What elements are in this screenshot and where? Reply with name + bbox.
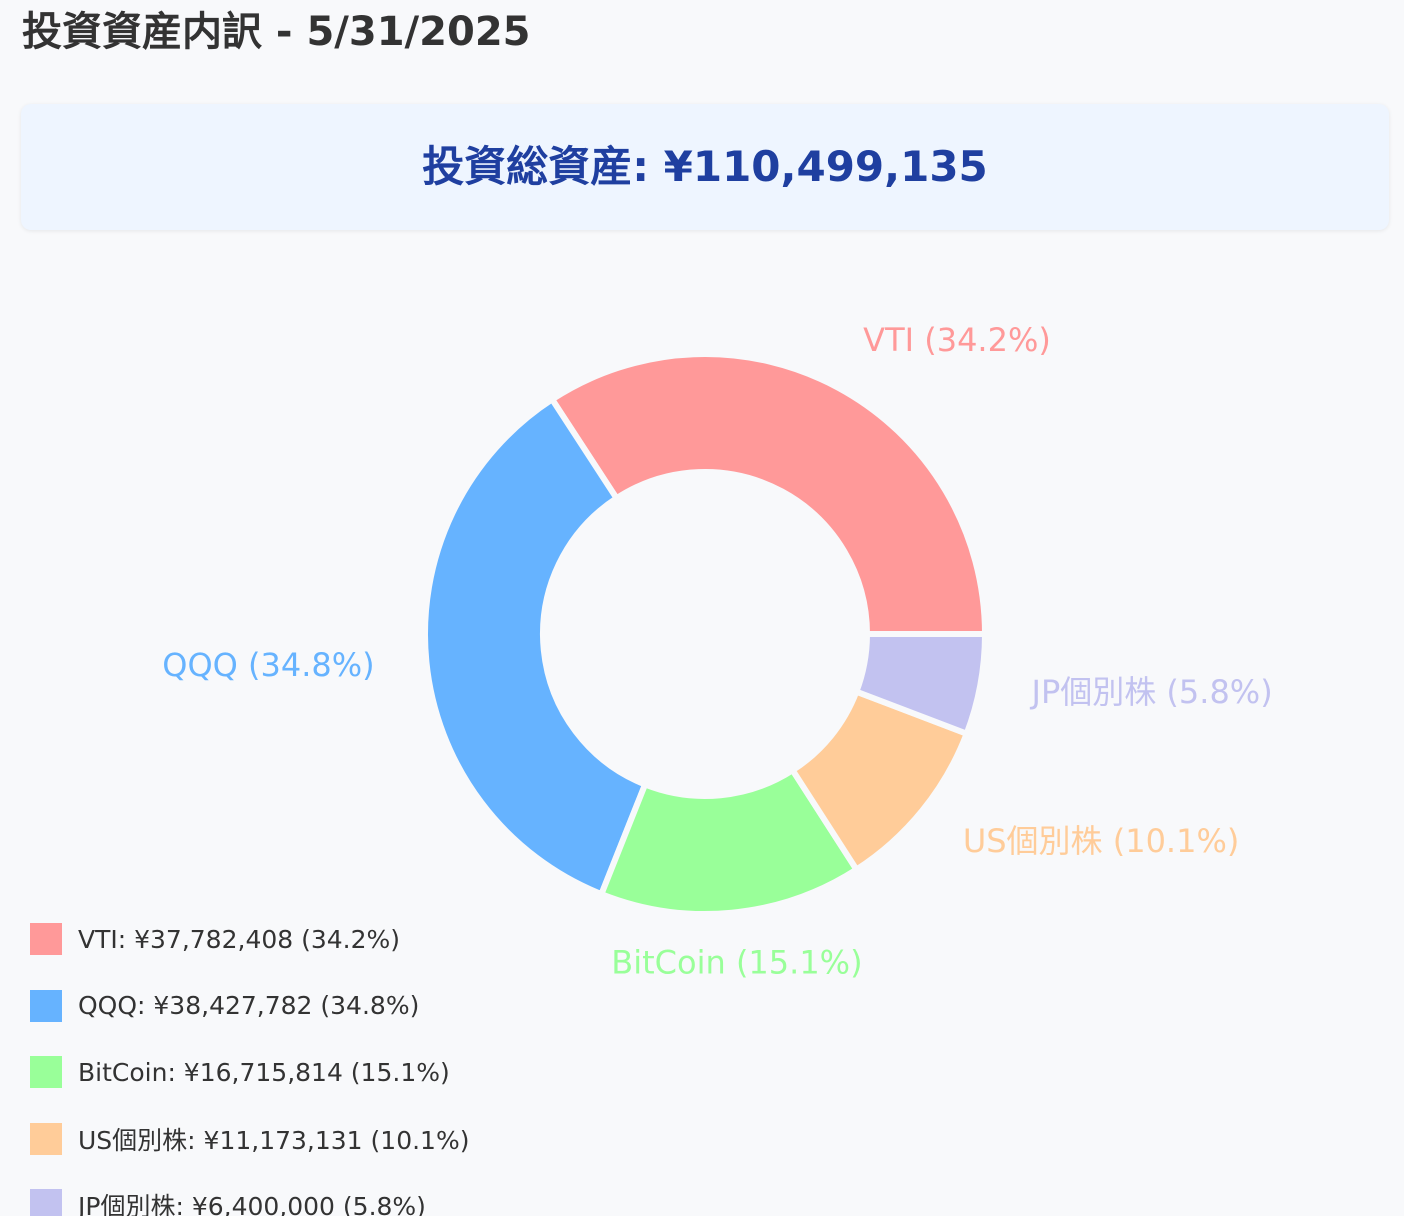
- legend-item-bitcoin: BitCoin: ¥16,715,814 (15.1%): [30, 1053, 469, 1091]
- slice-label-jp-stocks: JP個別株 (5.8%): [1030, 673, 1273, 711]
- donut-slice-qqq[interactable]: [422, 395, 649, 899]
- donut-slice-bitcoin[interactable]: [597, 766, 861, 917]
- legend-swatch-jp-stocks: [30, 1189, 62, 1216]
- slice-label-bitcoin: BitCoin (15.1%): [611, 943, 862, 981]
- legend-swatch-qqq: [30, 989, 62, 1022]
- slice-label-us-stocks: US個別株 (10.1%): [963, 822, 1240, 860]
- chart-legend: VTI: ¥37,782,408 (34.2%) QQQ: ¥38,427,782…: [30, 920, 469, 1216]
- legend-item-us-stocks: US個別株: ¥11,173,131 (10.1%): [30, 1120, 469, 1158]
- legend-label-qqq: QQQ: ¥38,427,782 (34.8%): [78, 991, 420, 1020]
- slice-label-vti: VTI (34.2%): [863, 321, 1051, 359]
- legend-swatch-vti: [30, 923, 62, 955]
- donut-slice-vti[interactable]: [547, 351, 989, 637]
- slice-label-qqq: QQQ (34.8%): [162, 646, 374, 684]
- legend-item-qqq: QQQ: ¥38,427,782 (34.8%): [30, 987, 469, 1025]
- total-assets-text: 投資総資産: ¥110,499,135: [422, 142, 988, 191]
- legend-label-jp-stocks: JP個別株: ¥6,400,000 (5.8%): [78, 1192, 426, 1216]
- page-title: 投資資産内訳 - 5/31/2025: [22, 9, 531, 55]
- legend-item-vti: VTI: ¥37,782,408 (34.2%): [30, 920, 469, 958]
- donut-slice-jp-stocks[interactable]: [852, 631, 989, 738]
- legend-label-us-stocks: US個別株: ¥11,173,131 (10.1%): [78, 1125, 470, 1155]
- legend-swatch-bitcoin: [30, 1056, 62, 1088]
- total-assets-card: 投資総資産: ¥110,499,135: [21, 104, 1389, 230]
- legend-label-bitcoin: BitCoin: ¥16,715,814 (15.1%): [78, 1057, 450, 1087]
- legend-swatch-us-stocks: [30, 1122, 62, 1155]
- legend-item-jp-stocks: JP個別株: ¥6,400,000 (5.8%): [30, 1186, 469, 1216]
- legend-label-vti: VTI: ¥37,782,408 (34.2%): [78, 924, 401, 954]
